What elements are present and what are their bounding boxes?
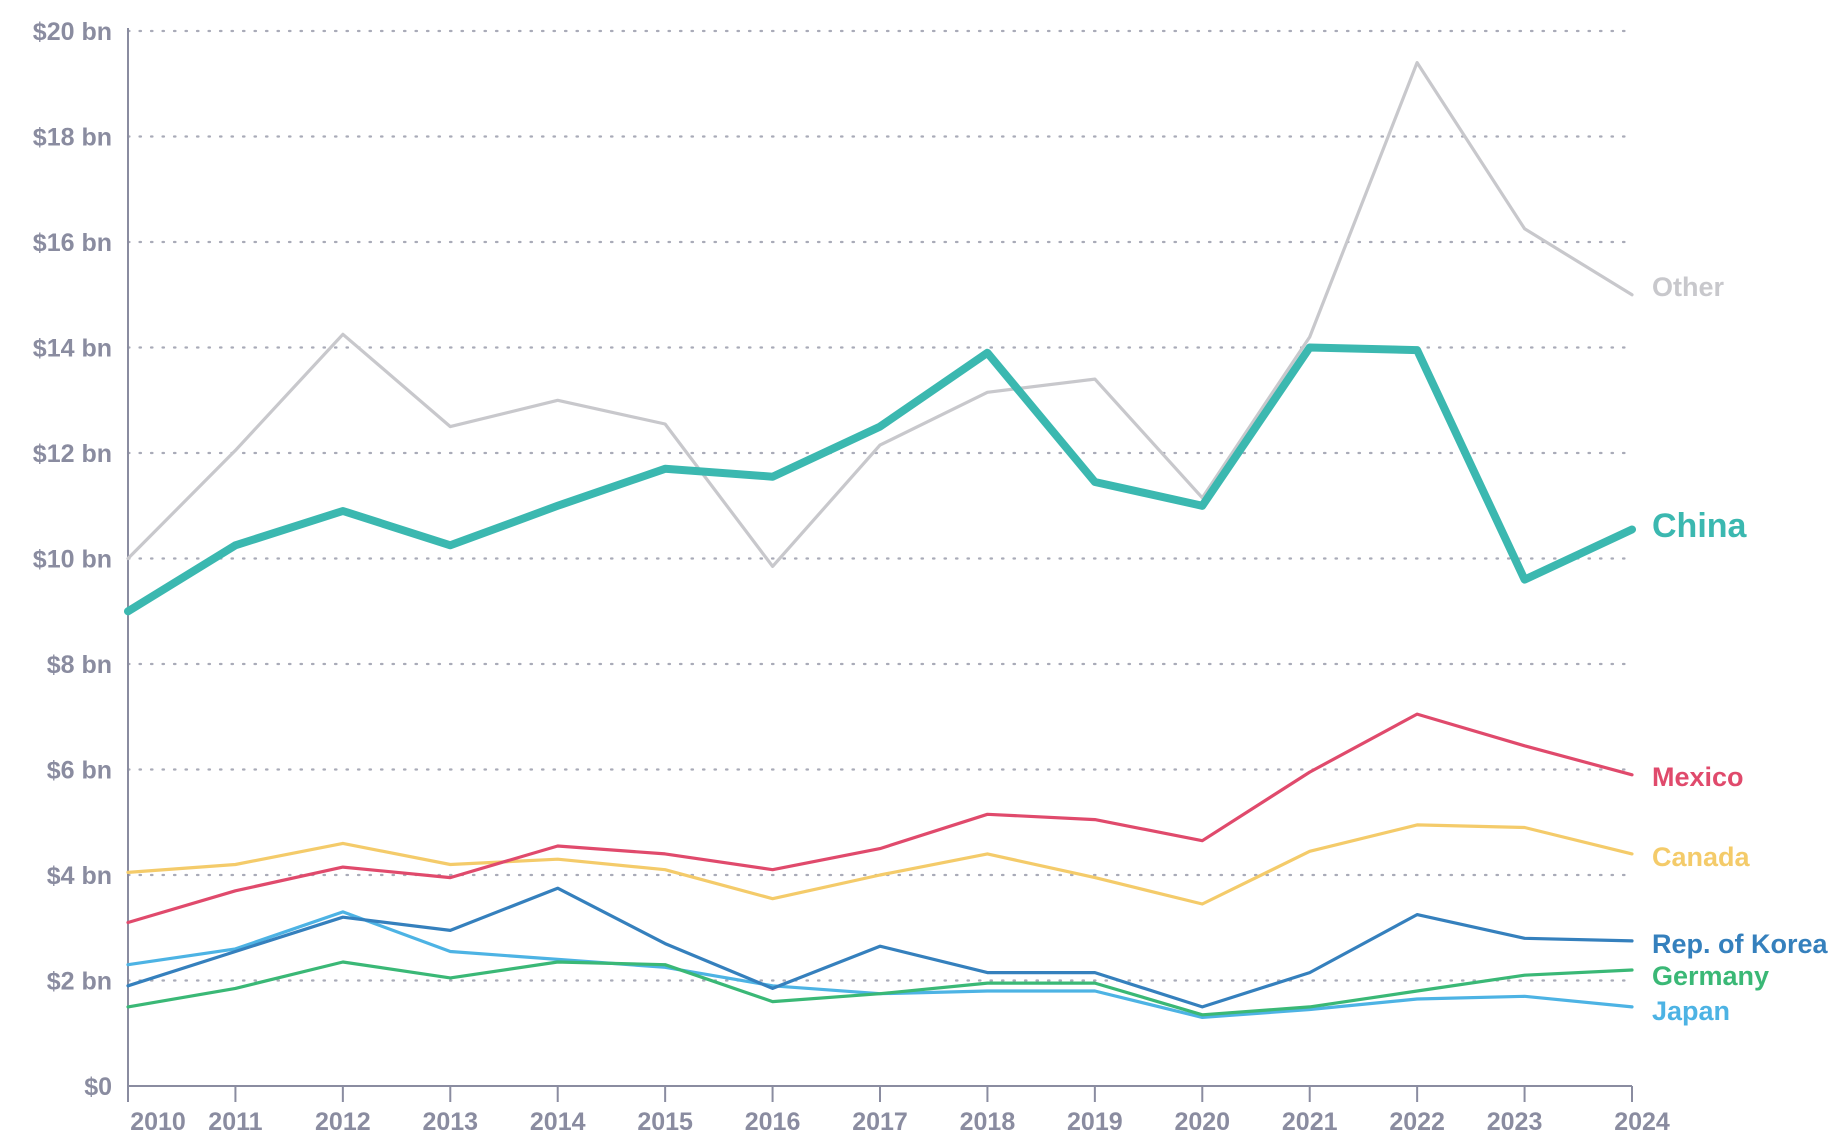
x-tick-label: 2013 — [422, 1108, 478, 1136]
grid — [126, 29, 1634, 982]
x-tick-label: 2024 — [1614, 1108, 1670, 1136]
series-labels: Other China Mexico Canada Rep. of KoreaGerma… — [1652, 272, 1829, 1026]
series-label-other: Other — [1652, 272, 1725, 302]
y-tick-label: $20 bn — [33, 18, 112, 46]
x-tick-label: 2017 — [852, 1108, 908, 1136]
series-label-china: China — [1652, 507, 1748, 545]
series-label-rep-of-korea: Rep. of Korea — [1652, 929, 1829, 959]
y-tick-label: $0 — [84, 1073, 112, 1101]
series-lines — [124, 60, 1636, 1020]
series-label-germany: Germany — [1652, 961, 1769, 991]
series-line-mexico — [126, 712, 1634, 925]
x-tick-label: 2011 — [208, 1108, 262, 1136]
series-label-canada: Canada — [1652, 842, 1751, 872]
y-tick-label: $2 bn — [47, 968, 112, 996]
x-tick-label: 2012 — [315, 1108, 371, 1136]
series-label-mexico: Mexico — [1652, 762, 1744, 792]
x-tick-label: 2014 — [530, 1108, 586, 1136]
x-tick-label: 2010 — [130, 1108, 186, 1136]
y-tick-label: $4 bn — [47, 862, 112, 890]
y-tick-label: $14 bn — [33, 335, 112, 363]
series-line-china — [124, 343, 1636, 616]
x-axis: 2010 2011 2012 2013 2014 2015 2016 2017 2018 2019… — [127, 28, 1670, 1136]
y-tick-label: $8 bn — [47, 651, 112, 679]
x-tick-label: 2021 — [1282, 1108, 1338, 1136]
series-line-canada — [126, 823, 1634, 906]
x-tick-label: 2023 — [1487, 1108, 1543, 1136]
x-tick-label: 2015 — [637, 1108, 693, 1136]
y-axis-ticks: $0 $2 bn $4 bn $6 bn $8 bn $10 bn $12 bn $14 bn… — [33, 18, 112, 1101]
y-tick-label: $6 bn — [47, 757, 112, 785]
x-tick-label: 2019 — [1067, 1108, 1123, 1136]
series-line-other — [126, 60, 1634, 569]
y-tick-label: $10 bn — [33, 546, 112, 574]
y-tick-label: $16 bn — [33, 229, 112, 257]
x-tick-label: 2020 — [1174, 1108, 1230, 1136]
series-label-japan: Japan — [1652, 996, 1730, 1026]
x-tick-label: 2016 — [745, 1108, 801, 1136]
x-tick-label: 2018 — [960, 1108, 1016, 1136]
series-line-germany — [126, 960, 1634, 1017]
y-tick-label: $18 bn — [33, 124, 112, 152]
x-tick-label: 2022 — [1389, 1108, 1445, 1136]
y-tick-label: $12 bn — [33, 440, 112, 468]
series-line-rep-of-korea — [126, 886, 1634, 1009]
